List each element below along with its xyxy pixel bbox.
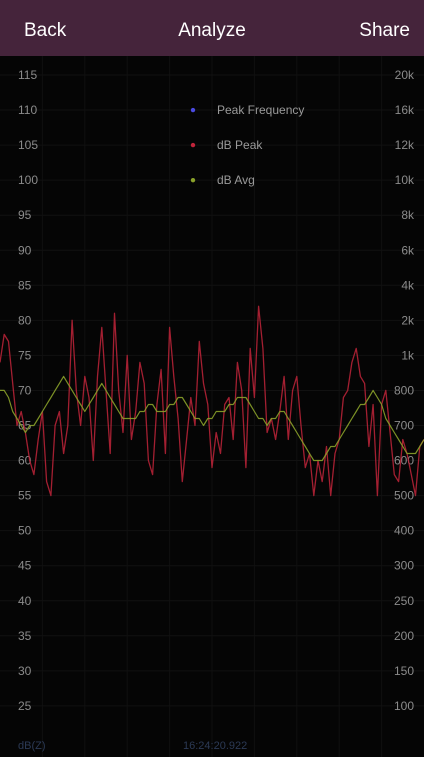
left-axis-tick-label: 60	[18, 454, 32, 468]
legend-marker	[190, 107, 196, 113]
left-axis-tick-label: 35	[18, 629, 32, 643]
back-button[interactable]: Back	[24, 20, 67, 41]
legend-label: dB Peak	[217, 138, 263, 152]
right-axis-ticks: 20k 16k 12k 10k 8k 6k 4k 2k 1k 800 700 600 500 400 300…	[394, 68, 415, 713]
chart-footer: dB(Z) 16:24:20.922	[18, 740, 247, 752]
left-axis-tick-label: 100	[18, 173, 38, 187]
right-axis-tick-label: 700	[394, 419, 414, 433]
left-axis-ticks: 115 110 105 100 95 90 85 80 75 70 65 60 55 50 45 40 35 30…	[18, 68, 38, 713]
right-axis-tick-label: 8k	[401, 208, 415, 222]
left-axis-tick-label: 55	[18, 489, 32, 503]
left-axis-tick-label: 30	[18, 664, 32, 678]
right-axis-tick-label: 4k	[401, 278, 415, 292]
right-axis-tick-label: 2k	[401, 313, 415, 327]
legend-marker	[190, 177, 196, 183]
right-axis-tick-label: 150	[394, 664, 414, 678]
right-axis-tick-label: 600	[394, 454, 414, 468]
navigation-bar: Back Analyze Share	[0, 0, 424, 56]
right-axis-tick-label: 200	[394, 629, 414, 643]
series-line-db-peak	[0, 305, 424, 497]
footer-unit-label: dB(Z)	[18, 740, 46, 752]
right-axis-tick-label: 12k	[395, 138, 415, 152]
right-axis-tick-label: 800	[394, 383, 414, 397]
legend-marker	[190, 142, 196, 148]
right-axis-tick-label: 100	[394, 699, 414, 713]
left-axis-tick-label: 115	[18, 68, 37, 82]
left-axis-tick-label: 50	[18, 524, 32, 538]
right-axis-tick-label: 300	[394, 559, 414, 573]
chart-legend: Peak Frequency dB Peak dB Avg	[190, 103, 304, 187]
chart-svg: 115 110 105 100 95 90 85 80 75 70 65 60 55 50 45 40 35 30…	[0, 56, 424, 757]
left-axis-tick-label: 75	[18, 348, 32, 362]
left-axis-tick-label: 85	[18, 278, 32, 292]
left-axis-tick-label: 80	[18, 313, 32, 327]
footer-timestamp: 16:24:20.922	[183, 740, 247, 752]
legend-label: dB Avg	[217, 173, 255, 187]
left-axis-tick-label: 95	[18, 208, 32, 222]
left-axis-tick-label: 70	[18, 383, 32, 397]
left-axis-tick-label: 45	[18, 559, 32, 573]
right-axis-tick-label: 250	[394, 594, 414, 608]
right-axis-tick-label: 10k	[395, 173, 415, 187]
page-title: Analyze	[178, 20, 246, 41]
series-layer	[0, 305, 424, 497]
left-axis-tick-label: 25	[18, 699, 32, 713]
legend-label: Peak Frequency	[217, 103, 304, 117]
right-axis-tick-label: 20k	[395, 68, 415, 82]
share-button[interactable]: Share	[359, 20, 410, 41]
right-axis-tick-label: 400	[394, 524, 414, 538]
right-axis-tick-label: 500	[394, 489, 414, 503]
chart-grid	[0, 56, 424, 757]
series-line-db-avg	[0, 375, 424, 462]
analysis-chart[interactable]: 115 110 105 100 95 90 85 80 75 70 65 60 55 50 45 40 35 30…	[0, 56, 424, 757]
right-axis-tick-label: 16k	[395, 103, 415, 117]
right-axis-tick-label: 6k	[401, 243, 415, 257]
left-axis-tick-label: 110	[18, 103, 37, 117]
left-axis-tick-label: 105	[18, 138, 38, 152]
left-axis-tick-label: 90	[18, 243, 32, 257]
right-axis-tick-label: 1k	[401, 348, 415, 362]
left-axis-tick-label: 65	[18, 419, 32, 433]
left-axis-tick-label: 40	[18, 594, 32, 608]
